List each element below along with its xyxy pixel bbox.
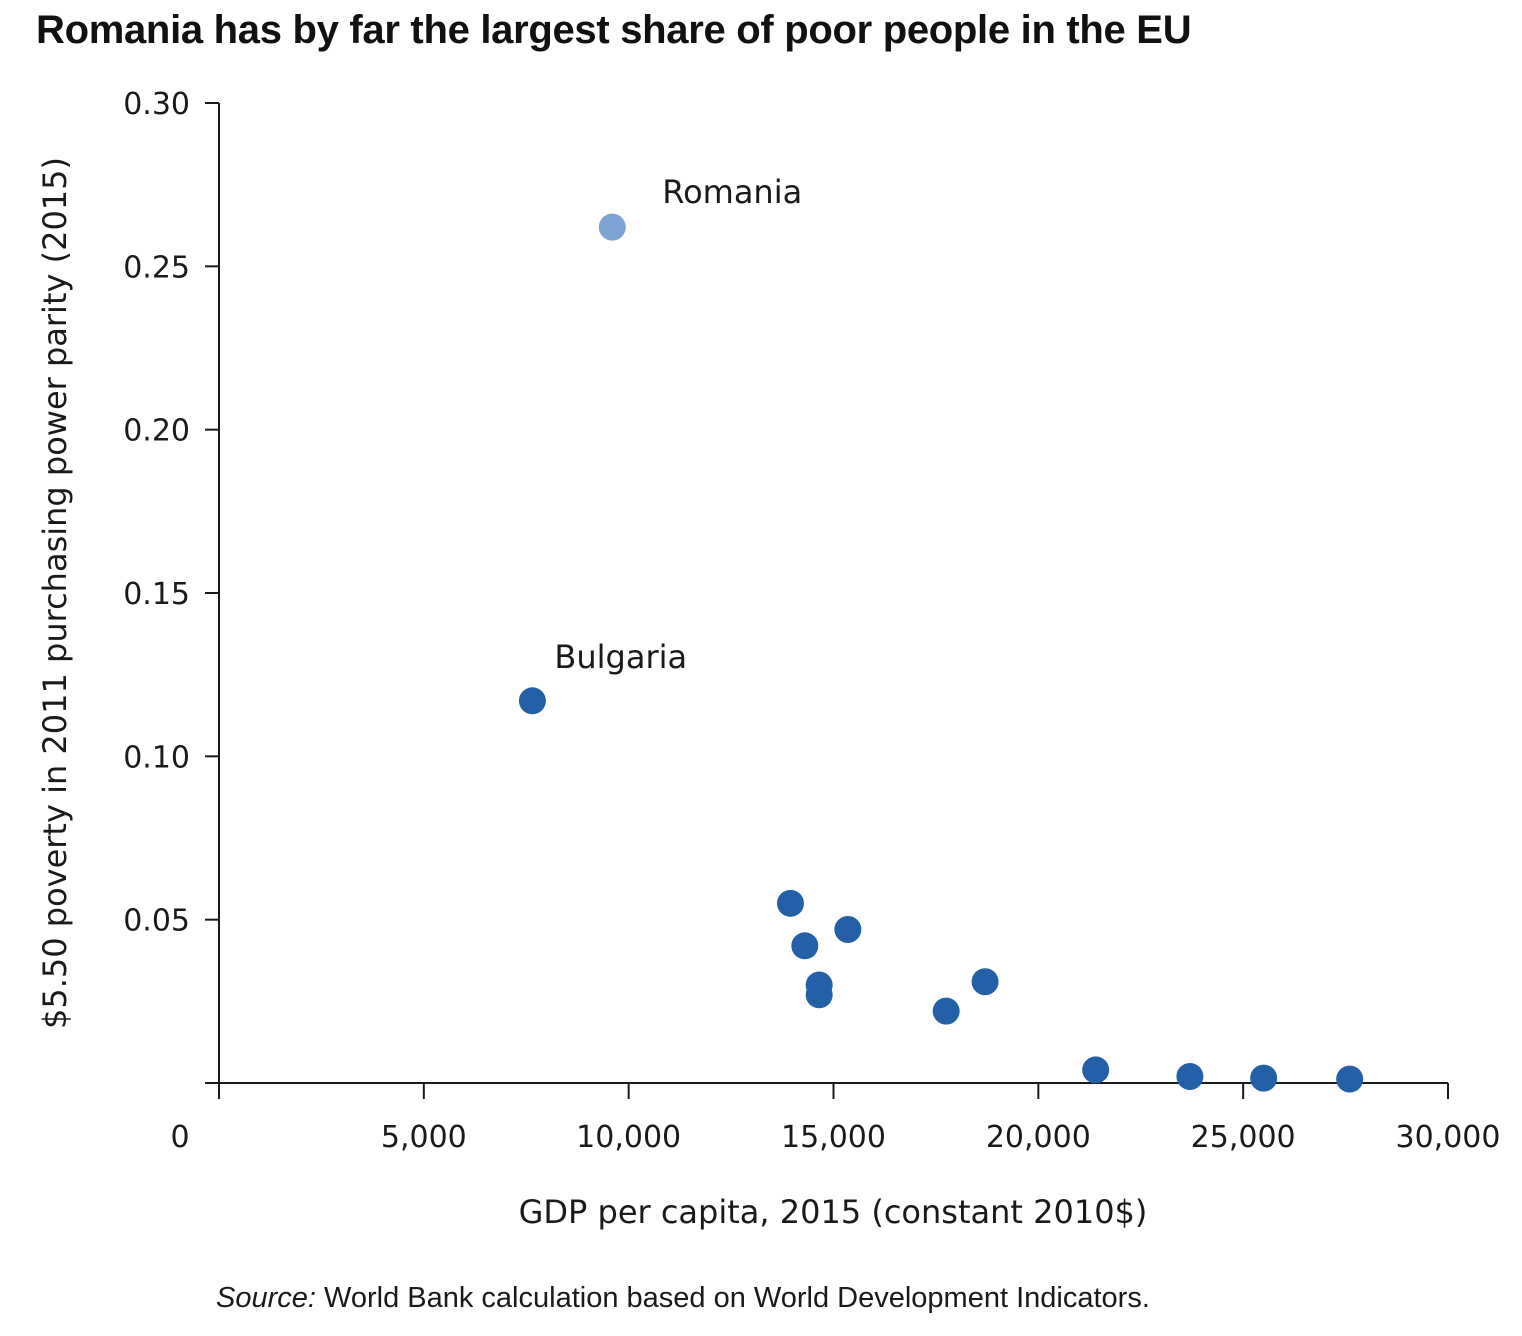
data-point [805,981,833,1009]
y-tick-label: 0.20 [123,414,190,449]
point-label-romania: Romania [662,173,802,211]
x-tick-label: 30,000 [1396,1120,1501,1155]
x-tick-label: 20,000 [986,1120,1091,1155]
source-label: Source: [216,1282,316,1314]
y-tick-label: 0.05 [123,904,190,939]
y-axis-title: $5.50 poverty in 2011 purchasing power p… [36,157,74,1029]
x-tick-label: 15,000 [781,1120,886,1155]
data-point [932,997,960,1025]
data-point [1082,1056,1110,1084]
x-axis-title: GDP per capita, 2015 (constant 2010$) [519,1193,1148,1231]
x-tick-label: 0 [170,1120,189,1155]
point-romania [598,213,626,241]
data-point [1250,1064,1278,1092]
y-tick-label: 0.10 [123,740,190,775]
y-tick-label: 0.25 [123,250,190,285]
point-bulgaria [518,687,546,715]
data-point [1336,1065,1364,1093]
source-note: Source: World Bank calculation based on … [216,1282,1150,1315]
data-point [776,889,804,917]
data-point [791,932,819,960]
axes: 0 5,000 10,000 15,000 20,000 25,000 30,000 0.05… [123,87,1500,1155]
point-labels: Romania Bulgaria [554,173,802,676]
point-label-bulgaria: Bulgaria [554,638,687,676]
data-point [834,915,862,943]
y-tick-label: 0.15 [123,577,190,612]
source-text: World Bank calculation based on World De… [315,1282,1150,1314]
chart-title: Romania has by far the largest share of … [36,8,1192,52]
x-tick-label: 10,000 [576,1120,681,1155]
x-tick-label: 5,000 [381,1120,467,1155]
y-tick-label: 0.30 [123,87,190,122]
data-points [518,213,1364,1093]
data-point [971,968,999,996]
x-tick-label: 25,000 [1191,1120,1296,1155]
data-point [1176,1062,1204,1090]
